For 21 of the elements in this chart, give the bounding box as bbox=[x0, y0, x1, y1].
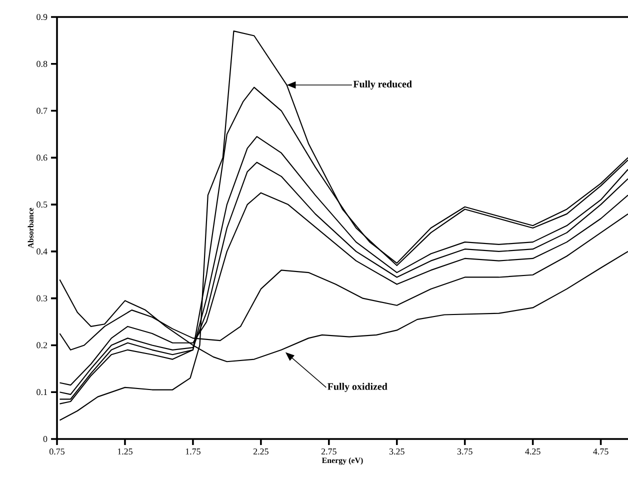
y-tick-label: 0.7 bbox=[36, 108, 48, 114]
y-tick-label: 0.9 bbox=[36, 14, 48, 20]
x-tick-label: 2.75 bbox=[321, 448, 336, 455]
y-tick-label: 0.6 bbox=[36, 154, 48, 161]
y-tick-label: 0.2 bbox=[36, 342, 47, 348]
y-tick-label: 0 bbox=[43, 436, 48, 442]
annotation: Fully reduced bbox=[353, 80, 412, 90]
x-tick-label: 2.25 bbox=[253, 448, 268, 455]
y-tick-label: 0.4 bbox=[36, 248, 48, 254]
y-tick-label: 0.8 bbox=[36, 60, 48, 67]
x-tick-label: 0.75 bbox=[50, 448, 65, 455]
x-tick-label: 1.25 bbox=[118, 448, 132, 455]
x-tick-label: 3.25 bbox=[389, 448, 404, 455]
y-tick-label: 0.5 bbox=[36, 202, 48, 208]
x-tick-label: 3.75 bbox=[457, 448, 472, 455]
x-tick-label: 4.75 bbox=[593, 448, 608, 455]
y-tick-label: 0.1 bbox=[36, 389, 47, 396]
annotation: Fully oxidized bbox=[328, 382, 388, 392]
y-tick-label: 0.3 bbox=[36, 295, 48, 302]
x-tick-label: 1.75 bbox=[186, 448, 200, 455]
x-tick-label: 4.25 bbox=[525, 448, 540, 455]
